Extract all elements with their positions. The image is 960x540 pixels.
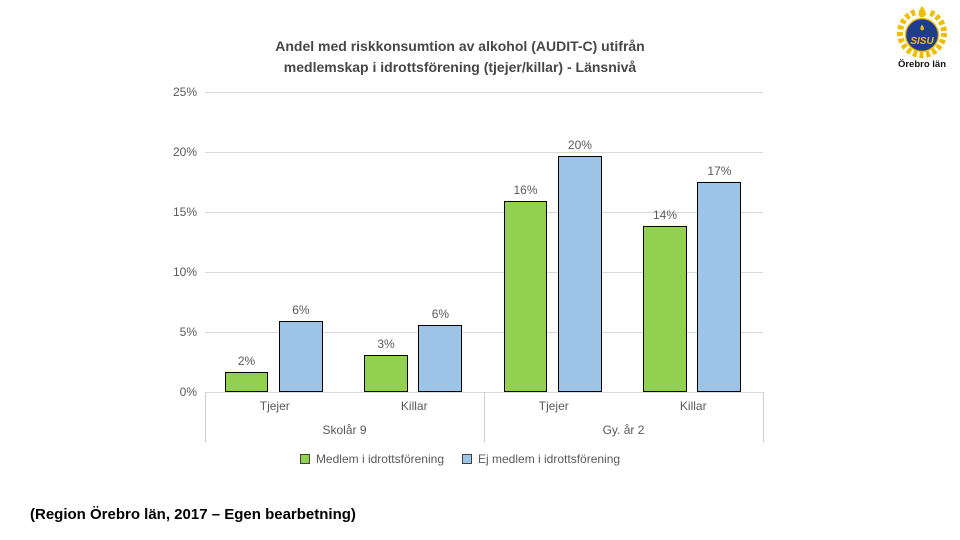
y-axis-tick-label: 20% bbox=[172, 145, 197, 159]
gridline bbox=[205, 212, 763, 213]
bar-medlem bbox=[364, 354, 408, 392]
category-label: Killar bbox=[679, 399, 707, 413]
bar-value-label: 20% bbox=[567, 137, 592, 152]
sisu-logo-text: SISU bbox=[910, 36, 934, 47]
bar-medlem bbox=[224, 371, 269, 392]
y-axis-tick-label: 25% bbox=[172, 85, 197, 99]
legend-item: Ej medlem i idrottsförening bbox=[462, 452, 620, 466]
bar-value-label: 2% bbox=[237, 353, 256, 368]
legend-label: Ej medlem i idrottsförening bbox=[478, 452, 621, 466]
legend-label: Medlem i idrottsförening bbox=[315, 452, 444, 466]
bar-ej-medlem bbox=[278, 321, 323, 392]
sisu-logo: SISU Örebro län bbox=[890, 6, 954, 70]
bar-value-label: 14% bbox=[652, 208, 678, 223]
legend-swatch-icon bbox=[462, 454, 472, 464]
y-axis-tick-label: 5% bbox=[179, 325, 197, 339]
y-axis-tick-label: 15% bbox=[172, 205, 197, 219]
bar-value-label: 6% bbox=[431, 306, 450, 321]
bar-medlem bbox=[503, 201, 548, 392]
y-axis-tick-label: 0% bbox=[179, 385, 197, 399]
category-label: Tjejer bbox=[259, 399, 290, 413]
group-label: Gy. år 2 bbox=[602, 423, 645, 437]
category-label: Killar bbox=[400, 399, 428, 413]
chart-legend: Medlem i idrottsförening Ej medlem i idro… bbox=[150, 449, 770, 469]
legend-item: Medlem i idrottsförening bbox=[299, 452, 444, 466]
bar-ej-medlem bbox=[697, 182, 742, 392]
bar-value-label: 16% bbox=[513, 183, 538, 198]
bar-medlem bbox=[643, 226, 687, 392]
group-label: Skolår 9 bbox=[322, 423, 367, 437]
axis-band-divider bbox=[763, 392, 764, 442]
bar-ej-medlem bbox=[418, 324, 463, 392]
y-axis-tick-label: 10% bbox=[172, 265, 197, 279]
chart-title: Andel med riskkonsumtion av alkohol (AUD… bbox=[275, 38, 645, 75]
gridline bbox=[205, 92, 763, 93]
sisu-logo-icon: SISU bbox=[897, 6, 947, 58]
legend-swatch-icon bbox=[299, 454, 310, 464]
bar-value-label: 6% bbox=[292, 303, 310, 318]
category-label: Tjejer bbox=[538, 399, 569, 413]
gridline bbox=[205, 272, 763, 273]
bar-ej-medlem bbox=[557, 155, 602, 392]
bar-value-label: 3% bbox=[377, 336, 395, 351]
gridline bbox=[205, 332, 763, 333]
logo-region-label: Örebro län bbox=[897, 59, 947, 70]
source-caption: (Region Örebro län, 2017 – Egen bearbetn… bbox=[30, 506, 356, 523]
axis-band-divider bbox=[205, 392, 206, 442]
bar-value-label: 17% bbox=[707, 164, 732, 178]
gridline bbox=[205, 152, 763, 153]
axis-band-divider bbox=[484, 392, 485, 442]
